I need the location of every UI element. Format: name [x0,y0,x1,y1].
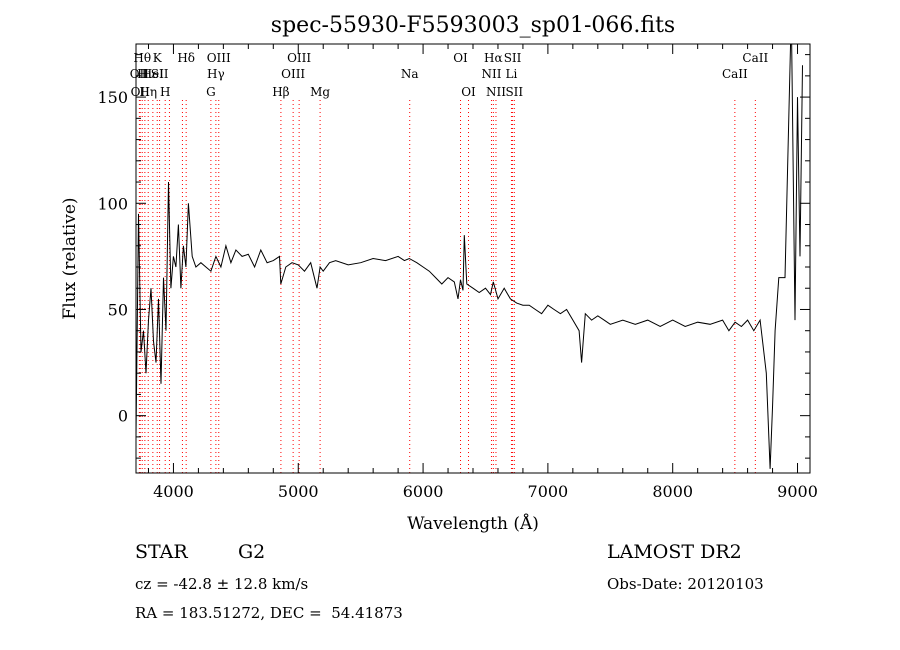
redshift-velocity: cz = -42.8 ± 12.8 km/s [135,575,309,593]
line-label: H [160,85,170,99]
chart-title: spec-55930-F5593003_sp01-066.fits [271,13,675,38]
line-label: Hη [139,85,157,99]
x-tick-label: 5000 [278,482,319,501]
line-label: K [153,51,163,65]
line-label: CaII [722,67,748,81]
line-label: OIII [287,51,311,65]
line-label: Hθ [133,51,151,65]
line-label: NII [481,67,501,81]
line-label: CaII [742,51,768,65]
line-label: Hβ [272,85,289,99]
line-label: SII [505,85,523,99]
plot-frame [135,43,811,474]
line-label: Hα [484,51,503,65]
x-tick-label: 4000 [153,482,194,501]
line-label: SII [504,51,522,65]
observation-date: Obs-Date: 20120103 [607,575,764,593]
sky-coordinates: RA = 183.51272, DEC = 54.41873 [135,604,403,622]
line-label: HeI [142,67,165,81]
line-label: Na [401,67,419,81]
line-label: Li [506,67,518,81]
line-label: OII [131,85,151,99]
object-subclass: G2 [238,541,266,563]
spectrum-series [136,44,803,469]
y-tick-label: 150 [97,88,128,107]
survey-name: LAMOST DR2 [607,541,742,563]
y-tick-label: 50 [108,300,128,319]
line-label: OI [461,85,476,99]
chart-text: OII OII Hθ Hι Hη HeI K SII H Hδ G Hγ OIII Hβ OIII OIII M… [60,13,818,534]
line-label: OI [453,51,468,65]
object-class: STAR [135,541,188,563]
y-tick-label: 100 [97,194,128,213]
line-label: Hι [137,67,152,81]
spectrum-line [136,44,803,469]
line-label: OIII [207,51,231,65]
line-label: G [206,85,216,99]
line-label: SII [151,67,169,81]
spectral-line-markers [138,100,756,473]
x-axis-label: Wavelength (Å) [407,513,539,534]
line-label: Hδ [177,51,195,65]
line-label: OIII [281,67,305,81]
line-label: Mg [310,85,330,99]
line-label: Hγ [207,67,225,81]
line-label: OII [130,67,150,81]
line-label: NII [486,85,506,99]
x-tick-label: 8000 [652,482,693,501]
x-tick-label: 9000 [777,482,818,501]
y-tick-label: 0 [118,407,128,426]
y-axis-label: Flux (relative) [60,197,80,319]
chart-axes [135,43,811,474]
x-tick-label: 7000 [528,482,569,501]
x-tick-label: 6000 [403,482,444,501]
